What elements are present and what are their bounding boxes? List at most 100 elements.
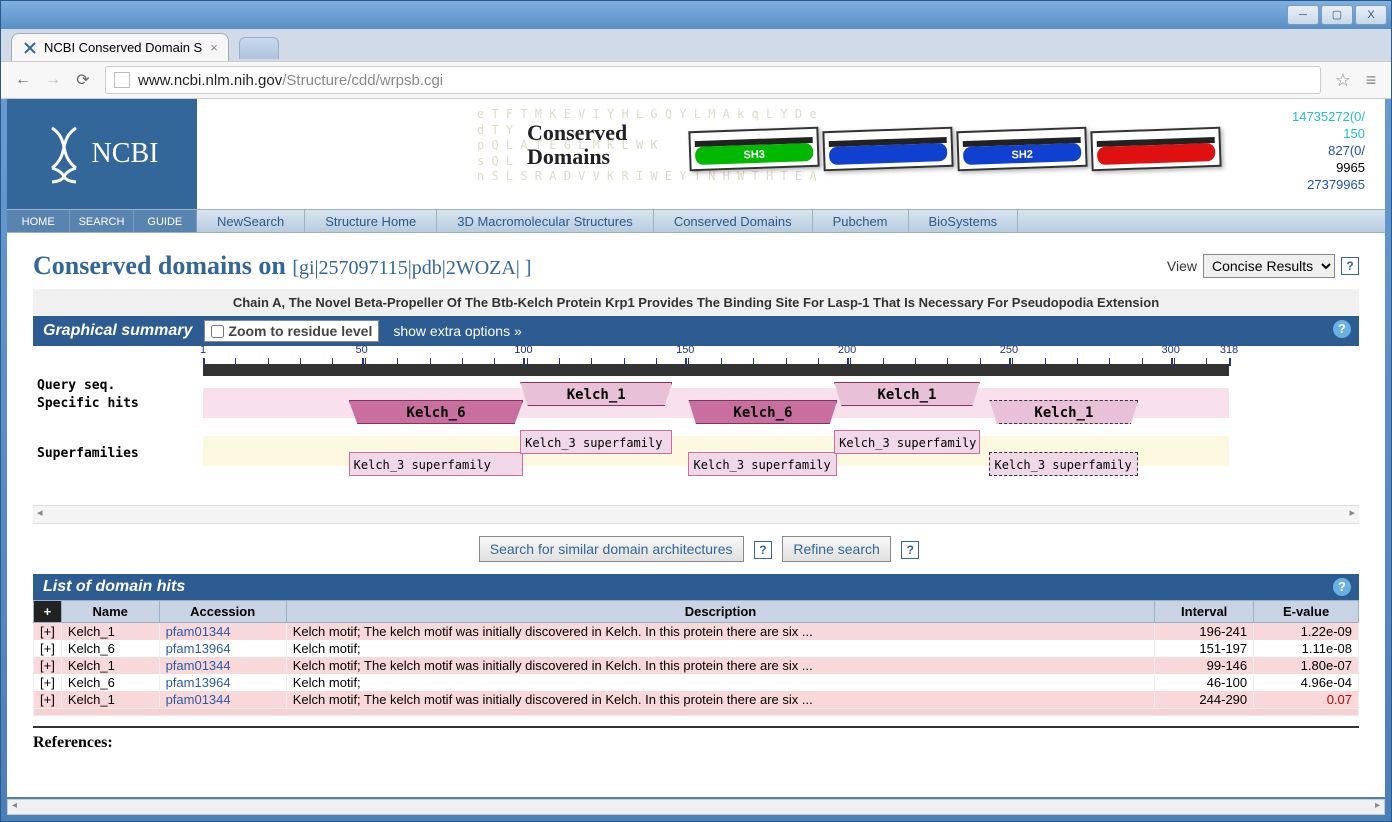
banner-number: 27379965 (1292, 177, 1365, 194)
help-icon[interactable]: ? (901, 541, 919, 559)
specific-hits-label: Specific hits (37, 396, 139, 411)
table-footer-spacer (33, 708, 1359, 716)
graphical-summary: Query seq. Specific hits Superfamilies 1… (33, 346, 1359, 506)
mini-tab[interactable]: SEARCH (70, 210, 133, 232)
hit-accession-link[interactable]: pfam01344 (159, 691, 286, 708)
section-title: Graphical summary (43, 322, 192, 340)
expand-toggle[interactable]: [+] (34, 691, 62, 708)
main-tab[interactable]: Pubchem (813, 210, 909, 232)
banner-domain-block: SH2 (956, 127, 1087, 172)
horizontal-scroll-hint[interactable]: ◂ ▸ (33, 506, 1359, 524)
superfamily-box[interactable]: Kelch_3 superfamily (989, 452, 1138, 476)
superfamily-box[interactable]: Kelch_3 superfamily (834, 430, 980, 454)
ruler-tick-label: 50 (355, 344, 367, 356)
domain-hit-box[interactable]: Kelch_1 (520, 382, 672, 406)
main-tab[interactable]: 3D Macromolecular Structures (437, 210, 654, 232)
graphical-summary-bar: Graphical summary Zoom to residue level … (33, 316, 1359, 346)
mini-tabs: HOMESEARCHGUIDE (7, 210, 197, 232)
ncbi-logo[interactable]: NCBI (7, 99, 197, 209)
page-body: Conserved domains on [gi|257097115|pdb|2… (7, 233, 1385, 758)
main-tab[interactable]: BioSystems (909, 210, 1019, 232)
superfamilies-track: Kelch_3 superfamilyKelch_3 superfamilyKe… (203, 436, 1229, 466)
hamburger-menu-icon[interactable]: ≡ (1359, 68, 1383, 92)
mini-tab[interactable]: HOME (7, 210, 70, 232)
browser-window: ─ ▢ X NCBI Conserved Domain S × ← → ⟳ ww… (0, 0, 1392, 822)
similar-architectures-button[interactable]: Search for similar domain architectures (479, 536, 744, 562)
column-header[interactable]: Accession (159, 601, 286, 623)
minimize-button[interactable]: ─ (1287, 5, 1319, 25)
address-bar: ← → ⟳ www.ncbi.nlm.nih.gov/Structure/cdd… (1, 61, 1391, 99)
domain-hit-box[interactable]: Kelch_1 (834, 382, 980, 406)
table-row: [+]Kelch_6pfam13964Kelch motif;46-1004.9… (34, 674, 1359, 691)
superfamily-box[interactable]: Kelch_3 superfamily (688, 452, 837, 476)
hit-accession-link[interactable]: pfam13964 (159, 640, 286, 657)
superfamily-box[interactable]: Kelch_3 superfamily (520, 430, 672, 454)
table-header-row: +NameAccessionDescriptionIntervalE-value (34, 601, 1359, 623)
main-tabs: NewSearchStructure Home3D Macromolecular… (197, 210, 1385, 232)
view-select[interactable]: Concise Results (1203, 254, 1335, 278)
hit-accession-link[interactable]: pfam01344 (159, 623, 286, 641)
show-extra-options-link[interactable]: show extra options » (393, 323, 521, 339)
banner-number: 150 (1292, 126, 1365, 143)
url-host: www.ncbi.nlm.nih.gov (138, 72, 282, 89)
column-header[interactable]: Interval (1155, 601, 1254, 623)
domain-hit-box[interactable]: Kelch_1 (989, 400, 1138, 424)
expand-toggle[interactable]: [+] (34, 640, 62, 657)
hit-name: Kelch_1 (61, 623, 159, 641)
expand-all-button[interactable]: + (34, 601, 62, 623)
hit-interval: 151-197 (1155, 640, 1254, 657)
hit-accession-link[interactable]: pfam13964 (159, 674, 286, 691)
help-icon[interactable]: ? (754, 541, 772, 559)
new-tab-button[interactable] (239, 37, 279, 59)
url-path: /Structure/cdd/wrpsb.cgi (282, 72, 443, 89)
url-input[interactable]: www.ncbi.nlm.nih.gov/Structure/cdd/wrpsb… (105, 66, 1321, 94)
refine-search-button[interactable]: Refine search (782, 536, 890, 562)
ruler-tick-label: 250 (1000, 344, 1018, 356)
hit-description: Kelch motif; (286, 640, 1154, 657)
superfamily-box[interactable]: Kelch_3 superfamily (349, 452, 524, 476)
domain-hit-box[interactable]: Kelch_6 (349, 400, 524, 424)
table-row: [+]Kelch_6pfam13964Kelch motif;151-1971.… (34, 640, 1359, 657)
back-button[interactable]: ← (9, 66, 37, 94)
mini-tab[interactable]: GUIDE (134, 210, 197, 232)
column-header[interactable]: E-value (1254, 601, 1359, 623)
horizontal-scrollbar[interactable]: ◂ ▸ (7, 799, 1385, 815)
hit-accession-link[interactable]: pfam01344 (159, 657, 286, 674)
query-seq-label: Query seq. (37, 378, 115, 393)
column-header[interactable]: Name (61, 601, 159, 623)
view-label: View (1167, 258, 1197, 274)
banner-number: 827(0/ (1292, 143, 1365, 160)
zoom-checkbox[interactable] (211, 325, 224, 338)
expand-toggle[interactable]: [+] (34, 674, 62, 691)
browser-tab[interactable]: NCBI Conserved Domain S × (11, 33, 229, 61)
main-tab[interactable]: Conserved Domains (654, 210, 813, 232)
hit-interval: 46-100 (1155, 674, 1254, 691)
main-tab[interactable]: Structure Home (305, 210, 437, 232)
domain-hit-box[interactable]: Kelch_6 (688, 400, 837, 424)
help-icon[interactable]: ? (1341, 257, 1359, 275)
hit-name: Kelch_1 (61, 691, 159, 708)
ruler-tick-label: 150 (676, 344, 694, 356)
bookmark-star-icon[interactable]: ☆ (1331, 68, 1355, 92)
expand-toggle[interactable]: [+] (34, 657, 62, 674)
tab-close-icon[interactable]: × (210, 40, 218, 55)
maximize-button[interactable]: ▢ (1321, 5, 1353, 25)
column-header[interactable]: Description (286, 601, 1154, 623)
close-button[interactable]: X (1355, 5, 1387, 25)
banner-title: ConservedDomains (527, 121, 627, 169)
section-help-icon[interactable]: ? (1333, 320, 1351, 338)
forward-button[interactable]: → (39, 66, 67, 94)
references-heading: References: (33, 726, 1359, 758)
tab-title: NCBI Conserved Domain S (44, 40, 202, 55)
view-control: View Concise Results ? (1167, 254, 1359, 278)
ruler-tick-label: 318 (1220, 344, 1238, 356)
expand-toggle[interactable]: [+] (34, 623, 62, 641)
query-identifier: [gi|257097115|pdb|2WOZA| ] (292, 257, 531, 279)
zoom-checkbox-label[interactable]: Zoom to residue level (204, 320, 379, 342)
reload-button[interactable]: ⟳ (69, 66, 97, 94)
helix-icon (46, 124, 82, 184)
main-tab[interactable]: NewSearch (197, 210, 305, 232)
ruler-tick-label: 200 (838, 344, 856, 356)
ruler-tick-label: 1 (200, 344, 206, 356)
section-help-icon[interactable]: ? (1333, 578, 1351, 596)
